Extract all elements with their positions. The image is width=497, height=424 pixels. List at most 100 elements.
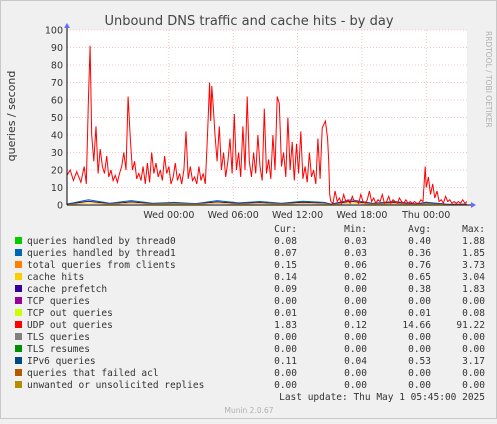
y-tick-label: 60: [51, 96, 63, 107]
y-tick-label: 50: [51, 113, 63, 124]
x-tick-label: Thu 00:00: [401, 210, 450, 221]
legend-value: 0.06: [344, 260, 367, 271]
legend-column-header: Avg:: [408, 224, 431, 235]
legend-value: 1.83: [462, 284, 485, 295]
legend-value: 0.76: [408, 260, 431, 271]
legend-value: 0.14: [274, 272, 297, 283]
legend-row: queries handled by thread0 0.08 0.03 0.40 1.…: [15, 236, 485, 247]
legend-series-name: cache prefetch: [27, 284, 107, 295]
legend-value: 0.15: [274, 260, 297, 271]
legend-series-name: queries handled by thread0: [27, 236, 176, 247]
legend-series-name: queries handled by thread1: [27, 248, 176, 259]
legend-row: TLS queries 0.00 0.00 0.00 0.00: [15, 332, 485, 343]
y-tick-label: 0: [57, 201, 63, 212]
legend-column-header: Cur:: [274, 224, 297, 235]
legend-value: 0.00: [274, 332, 297, 343]
legend-swatch: [15, 261, 22, 268]
legend-series-name: TLS queries: [27, 332, 90, 343]
legend-row: UDP out queries 1.83 0.12 14.66 91.22: [15, 320, 485, 331]
legend-value: 0.00: [462, 380, 485, 391]
legend-row: queries that failed acl 0.00 0.00 0.00 0.00: [15, 368, 485, 379]
legend-value: 0.00: [462, 332, 485, 343]
series-baseline-2: [66, 202, 467, 206]
legend-swatch: [15, 345, 22, 352]
legend-swatch: [15, 237, 22, 244]
legend-series-name: queries that failed acl: [27, 368, 159, 379]
y-axis-label: queries / second: [5, 71, 18, 162]
legend-value: 0.12: [344, 320, 367, 331]
legend-value: 0.03: [344, 236, 367, 247]
legend-value: 0.09: [274, 284, 297, 295]
legend-swatch: [15, 369, 22, 376]
legend-value: 0.00: [408, 332, 431, 343]
chart-title: Unbound DNS traffic and cache hits - by …: [104, 14, 393, 29]
legend-value: 0.00: [344, 332, 367, 343]
legend-row: TCP queries 0.00 0.00 0.00 0.00: [15, 296, 485, 307]
legend-row: TCP out queries 0.01 0.00 0.01 0.08: [15, 308, 485, 319]
y-tick-label: 100: [45, 26, 63, 37]
y-tick-label: 90: [51, 43, 63, 54]
legend-row: IPv6 queries 0.11 0.04 0.53 3.17: [15, 356, 485, 367]
legend-value: 0.00: [344, 344, 367, 355]
legend-value: 14.66: [402, 320, 431, 331]
grid: [67, 29, 467, 205]
legend-value: 0.36: [408, 248, 431, 259]
legend-value: 0.65: [408, 272, 431, 283]
legend-value: 0.00: [344, 308, 367, 319]
legend-value: 0.00: [408, 296, 431, 307]
legend-value: 0.00: [274, 344, 297, 355]
legend-series-name: UDP out queries: [27, 320, 113, 331]
y-tick-label: 40: [51, 131, 63, 142]
legend-value: 3.17: [462, 356, 485, 367]
rrdtool-credit: RRDTOOL / TOBI OETIKER: [484, 31, 493, 128]
y-tick-label: 10: [51, 183, 63, 194]
legend-row: cache hits 0.14 0.02 0.65 3.04: [15, 272, 485, 283]
legend-swatch: [15, 309, 22, 316]
legend-value: 0.00: [462, 344, 485, 355]
legend-swatch: [15, 321, 22, 328]
legend-value: 0.53: [408, 356, 431, 367]
legend: Cur: Min: Avg: Max:queries handled by threa…: [15, 224, 485, 391]
legend-value: 91.22: [456, 320, 485, 331]
x-tick-label: Wed 06:00: [208, 210, 259, 221]
legend-value: 0.01: [408, 308, 431, 319]
legend-row: cache prefetch 0.09 0.00 0.38 1.83: [15, 284, 485, 295]
legend-value: 0.00: [344, 368, 367, 379]
x-axis-arrow: [471, 202, 476, 208]
legend-row: unwanted or unsolicited replies 0.00 0.00 0…: [15, 380, 485, 391]
legend-series-name: IPv6 queries: [27, 356, 96, 367]
legend-value: 0.11: [274, 356, 297, 367]
legend-series-name: TCP queries: [27, 296, 90, 307]
legend-value: 0.00: [462, 368, 485, 379]
legend-value: 0.00: [408, 344, 431, 355]
legend-value: 0.00: [274, 296, 297, 307]
legend-value: 0.00: [274, 380, 297, 391]
legend-value: 0.08: [462, 308, 485, 319]
x-tick-label: Wed 12:00: [272, 210, 323, 221]
legend-value: 0.00: [408, 368, 431, 379]
legend-value: 0.00: [344, 284, 367, 295]
legend-series-name: TLS resumes: [27, 344, 90, 355]
legend-swatch: [15, 273, 22, 280]
x-tick-label: Wed 00:00: [143, 210, 194, 221]
last-update: Last update: Thu May 1 05:45:00 2025: [279, 392, 485, 403]
y-tick-label: 30: [51, 148, 63, 159]
legend-series-name: total queries from clients: [27, 260, 176, 271]
legend-value: 1.88: [462, 236, 485, 247]
legend-row: TLS resumes 0.00 0.00 0.00 0.00: [15, 344, 485, 355]
plot-area: 0 10 20 30 40 50 60 70 80 90 100 Wed 00:00 Wed 06:00…: [45, 23, 476, 221]
legend-series-name: TCP out queries: [27, 308, 113, 319]
legend-series-name: cache hits: [27, 272, 84, 283]
legend-value: 0.00: [344, 380, 367, 391]
x-tick-label: Wed 18:00: [336, 210, 387, 221]
legend-series-name: unwanted or unsolicited replies: [27, 380, 204, 391]
legend-value: 0.00: [274, 368, 297, 379]
series-udp-out-queries: [66, 45, 468, 205]
legend-value: 0.40: [408, 236, 431, 247]
series-layer: [66, 45, 468, 206]
legend-value: 0.00: [462, 296, 485, 307]
legend-value: 0.07: [274, 248, 297, 259]
axes: 0 10 20 30 40 50 60 70 80 90 100 Wed 00:00 Wed 06:00…: [45, 23, 476, 221]
